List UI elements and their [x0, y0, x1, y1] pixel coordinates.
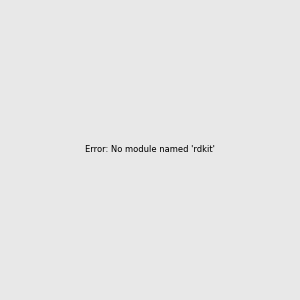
Text: Error: No module named 'rdkit': Error: No module named 'rdkit' — [85, 146, 215, 154]
